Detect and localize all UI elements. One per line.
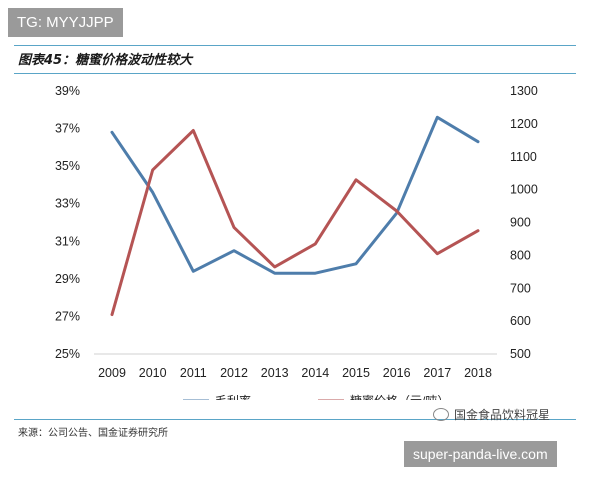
- left-axis-ticks: 25% 27% 29% 31% 33% 35% 37% 39%: [55, 84, 80, 361]
- watermark-bottom: super-panda-live.com: [404, 441, 557, 467]
- legend: 毛利率 糖蜜价格（元/吨）: [183, 393, 449, 400]
- left-tick-label: 35%: [55, 159, 80, 173]
- x-tick-label: 2011: [180, 366, 207, 380]
- left-tick-label: 27%: [55, 309, 80, 323]
- right-tick-label: 700: [510, 281, 531, 295]
- wechat-account: 国金食品饮料冠星: [433, 406, 550, 423]
- series-lines: [110, 115, 480, 317]
- line-chart: 25% 27% 29% 31% 33% 35% 37% 39% 500 600 700 800 900…: [55, 84, 538, 400]
- right-tick-label: 1200: [510, 117, 538, 131]
- left-tick-label: 25%: [55, 347, 80, 361]
- x-tick-label: 2018: [464, 366, 492, 380]
- title-rule-top: [14, 45, 576, 46]
- left-tick-label: 31%: [55, 234, 80, 248]
- x-tick-label: 2012: [220, 366, 248, 380]
- series-line-molasses-price: [110, 129, 480, 317]
- x-tick-label: 2015: [342, 366, 370, 380]
- right-tick-label: 1000: [510, 183, 538, 197]
- x-tick-label: 2014: [301, 366, 329, 380]
- left-tick-label: 33%: [55, 197, 80, 211]
- legend-label: 毛利率: [215, 393, 251, 400]
- right-tick-label: 600: [510, 314, 531, 328]
- x-tick-label: 2017: [423, 366, 451, 380]
- source-rule: [14, 419, 576, 420]
- wechat-icon: [433, 408, 449, 421]
- left-tick-label: 29%: [55, 272, 80, 286]
- x-axis-ticks: 2009 2010 2011 2012 2013 2014 2015 2016 2017 2018: [98, 366, 492, 380]
- watermark-top: TG: MYYJJPP: [8, 8, 123, 37]
- right-tick-label: 1300: [510, 84, 538, 98]
- x-tick-label: 2009: [98, 366, 126, 380]
- right-tick-label: 900: [510, 216, 531, 230]
- title-rule-bottom: [14, 73, 576, 74]
- x-tick-label: 2013: [261, 366, 289, 380]
- legend-label: 糖蜜价格（元/吨）: [350, 393, 449, 400]
- right-tick-label: 800: [510, 248, 531, 262]
- left-tick-label: 37%: [55, 122, 80, 136]
- wechat-label: 国金食品饮料冠星: [454, 408, 551, 422]
- chart-title: 图表45：糖蜜价格波动性较大: [18, 53, 193, 68]
- source-note: 来源：公司公告、国金证券研究所: [18, 428, 168, 439]
- right-tick-label: 500: [510, 347, 531, 361]
- right-tick-label: 1100: [510, 150, 537, 164]
- left-tick-label: 39%: [55, 84, 80, 98]
- right-axis-ticks: 500 600 700 800 900 1000 1100 1200 1300: [510, 84, 538, 361]
- x-tick-label: 2010: [139, 366, 167, 380]
- x-tick-label: 2016: [383, 366, 411, 380]
- series-line-gross-margin: [110, 115, 480, 275]
